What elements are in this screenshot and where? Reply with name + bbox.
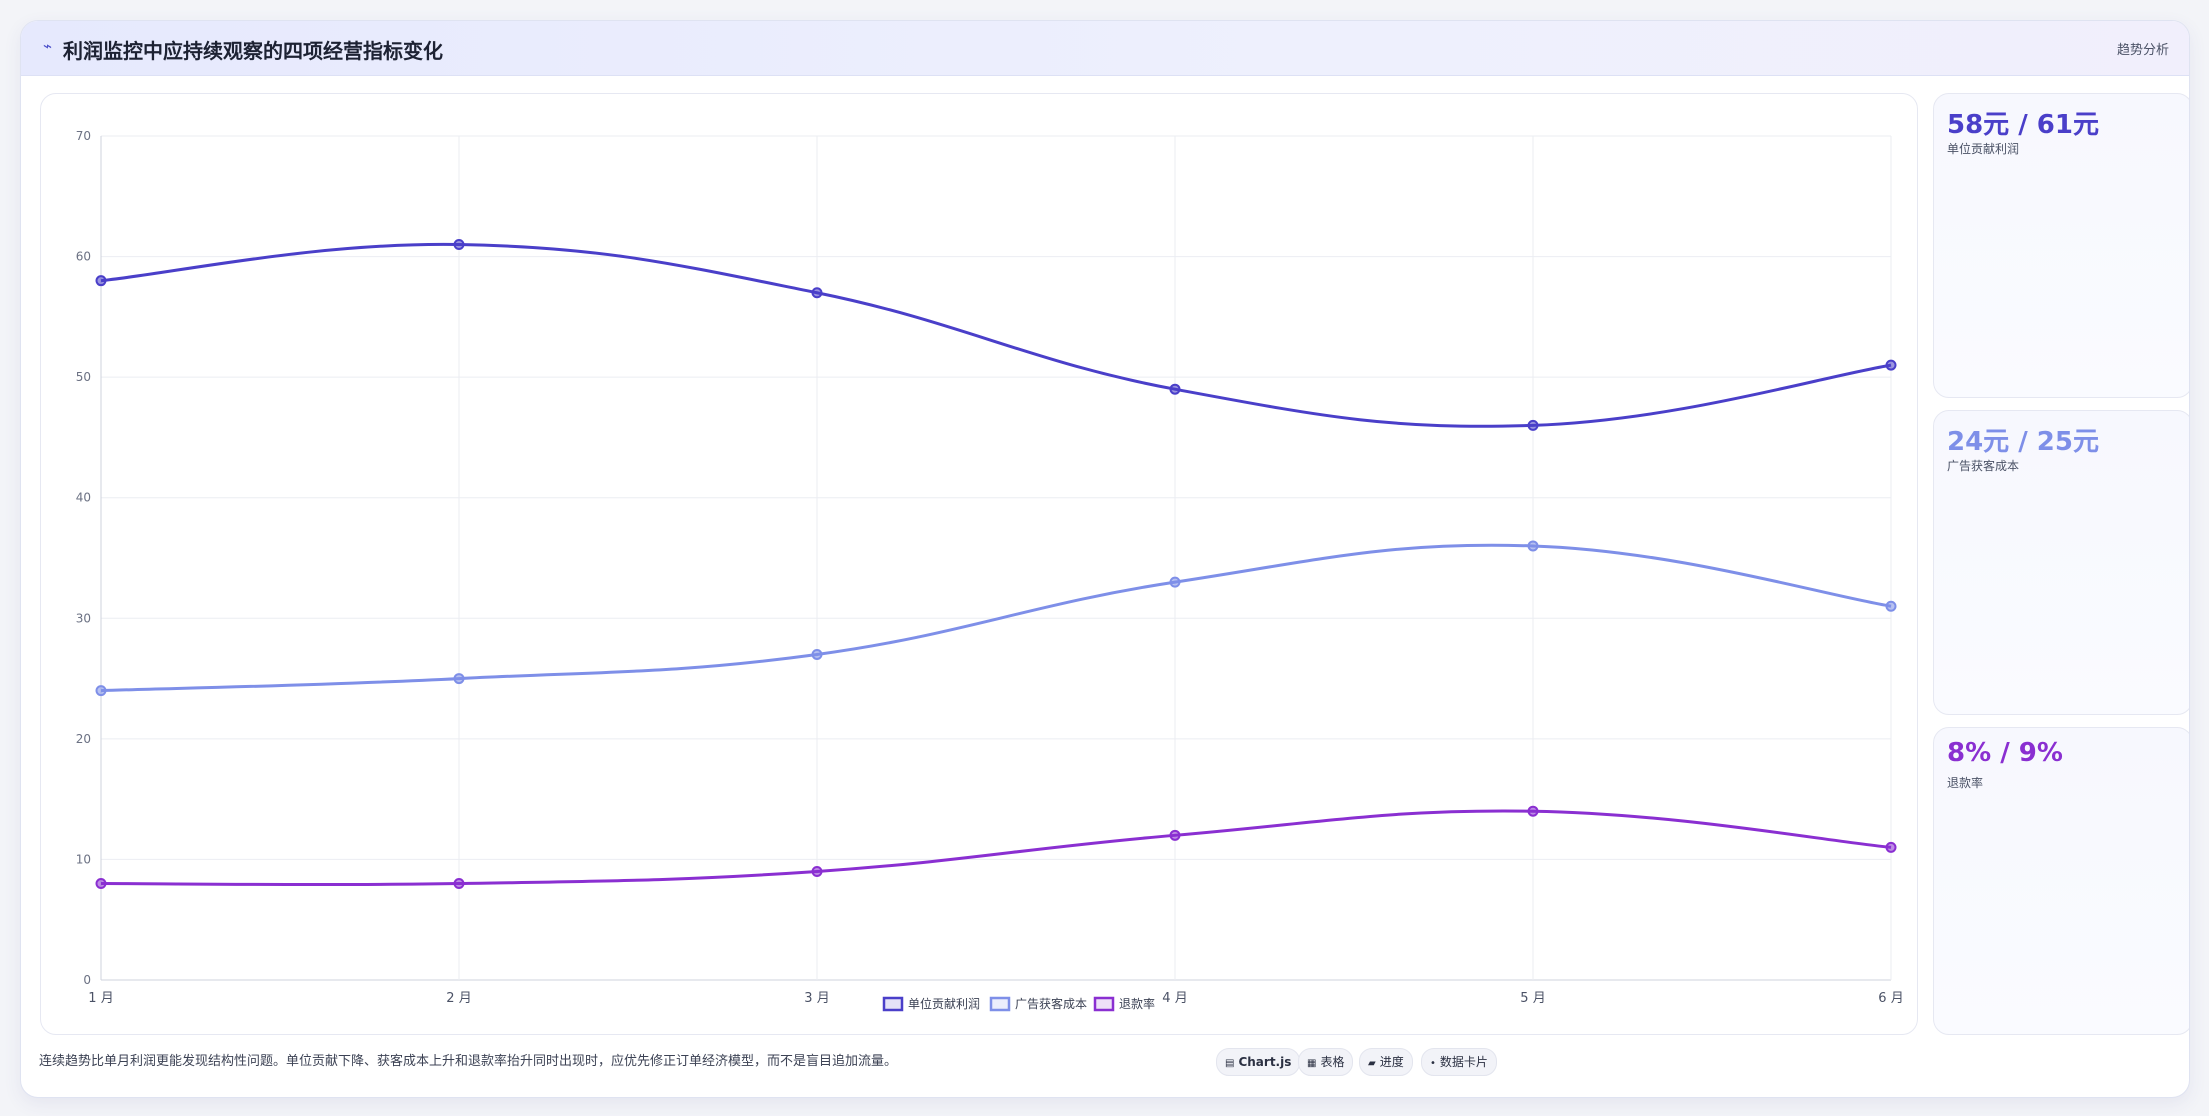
badge-label: Chart.js: [1238, 1055, 1292, 1069]
data-point: [1169, 829, 1181, 841]
kpi-card-ad-cost: 24元 / 25元 广告获客成本: [1933, 410, 2189, 715]
y-tick-label: 0: [83, 973, 91, 987]
y-tick-label: 10: [76, 852, 91, 866]
kpi-value: 8% / 9%: [1947, 738, 2063, 768]
legend-label: 退款率: [1119, 996, 1155, 1011]
line-chart: 0 10 20 30 40 50 60 70 1 月 2 月 3 月 4 月 5 月 6 月 单位贡献利润 广…: [76, 129, 1904, 1012]
y-tick-label: 60: [76, 250, 91, 264]
x-tick-label: 4 月: [1162, 991, 1187, 1006]
data-point: [1885, 359, 1897, 371]
legend-label: 广告获客成本: [1015, 996, 1087, 1011]
kpi-label: 退款率: [1947, 776, 1984, 790]
chart-icon: ▤: [1225, 1058, 1235, 1069]
y-tick-label: 30: [76, 611, 91, 625]
badge-table[interactable]: ▦ 表格: [1298, 1048, 1354, 1076]
badge-chartjs[interactable]: ▤ Chart.js: [1216, 1048, 1301, 1076]
data-point: [453, 673, 465, 685]
card-icon: •: [1430, 1058, 1436, 1069]
card-header: ⌁ 利润监控中应持续观察的四项经营指标变化 趋势分析: [21, 21, 2189, 76]
data-point: [95, 878, 107, 890]
data-point: [95, 275, 107, 287]
kpi-label: 单位贡献利润: [1947, 142, 2020, 156]
x-tick-label: 3 月: [804, 991, 829, 1006]
table-icon: ▦: [1307, 1058, 1317, 1069]
insight-footnote: 连续趋势比单月利润更能发现结构性问题。单位贡献下降、获客成本上升和退款率抬升同时…: [39, 1054, 898, 1069]
data-point: [811, 287, 823, 299]
kpi-card-unit-profit: 58元 / 61元 单位贡献利润: [1933, 93, 2189, 398]
kpi-value: 58元 / 61元: [1947, 110, 2099, 140]
data-point: [1885, 841, 1897, 853]
series-line-1: [100, 242, 1892, 428]
badge-data-card[interactable]: • 数据卡片: [1421, 1048, 1497, 1076]
data-point: [1527, 540, 1539, 552]
x-tick-label: 1 月: [88, 991, 113, 1006]
data-point: [1169, 383, 1181, 395]
badge-label: 数据卡片: [1439, 1055, 1488, 1069]
page-title: 利润监控中应持续观察的四项经营指标变化: [63, 39, 443, 63]
legend-swatch: [1093, 996, 1115, 1012]
x-tick-label: 2 月: [446, 991, 471, 1006]
x-tick-label: 5 月: [1520, 991, 1545, 1006]
data-point: [1885, 600, 1897, 612]
data-point: [1527, 805, 1539, 817]
data-point: [1169, 576, 1181, 588]
badge-label: 表格: [1320, 1055, 1345, 1069]
data-point: [811, 865, 823, 877]
y-tick-label: 20: [76, 732, 91, 746]
kpi-label: 广告获客成本: [1947, 459, 2020, 473]
legend-swatch: [882, 996, 904, 1012]
data-point: [95, 685, 107, 697]
data-point: [453, 239, 465, 251]
data-point: [1527, 419, 1539, 431]
data-point: [453, 878, 465, 890]
legend-swatch: [989, 996, 1011, 1012]
kpi-value: 24元 / 25元: [1947, 427, 2099, 457]
kpi-card-refund-rate: 8% / 9% 退款率: [1933, 727, 2189, 1035]
dashboard-card: ⌁ 利润监控中应持续观察的四项经营指标变化 趋势分析 0 10 20 30 40 50 60…: [20, 20, 2190, 1098]
y-tick-label: 70: [76, 129, 91, 143]
series-line-3: [100, 809, 1892, 887]
badge-progress[interactable]: ▰ 进度: [1359, 1048, 1413, 1076]
series-line-2: [100, 543, 1892, 693]
x-tick-label: 6 月: [1878, 991, 1903, 1006]
legend-label: 单位贡献利润: [908, 996, 980, 1011]
y-tick-label: 40: [76, 491, 91, 505]
trend-line-icon: ⌁: [43, 37, 53, 55]
data-point: [811, 648, 823, 660]
category-tag: 趋势分析: [2116, 43, 2169, 58]
progress-icon: ▰: [1368, 1058, 1376, 1069]
y-tick-label: 50: [76, 370, 91, 384]
badge-label: 进度: [1379, 1055, 1404, 1069]
line-chart-panel: 0 10 20 30 40 50 60 70 1 月 2 月 3 月 4 月 5 月 6 月 单位贡献利润 广…: [40, 93, 1918, 1035]
